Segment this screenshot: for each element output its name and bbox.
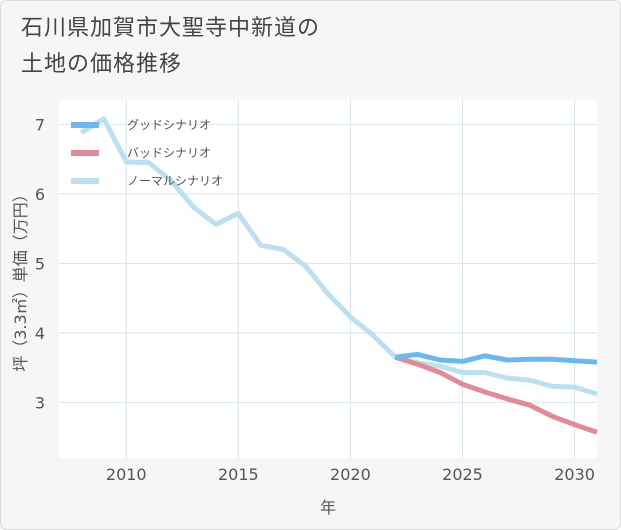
legend-label-2: ノーマルシナリオ <box>127 174 223 188</box>
y-tick-label: 5 <box>35 254 45 273</box>
x-tick-label: 2020 <box>330 465 371 484</box>
y-tick-label: 6 <box>35 185 45 204</box>
legend-label-0: グッドシナリオ <box>127 118 211 132</box>
y-tick-label: 7 <box>35 115 45 134</box>
series-line-0 <box>394 351 598 365</box>
y-axis-title: 坪（3.3㎡）単価（万円） <box>11 186 30 371</box>
y-tick-label: 4 <box>35 324 45 343</box>
series-line-1 <box>394 354 598 435</box>
title-line-1: 石川県加賀市大聖寺中新道の <box>21 16 321 41</box>
x-tick-label: 2015 <box>218 465 259 484</box>
series-line-2 <box>80 116 598 397</box>
title-line-2: 土地の価格推移 <box>21 52 183 77</box>
x-tick-label: 2010 <box>106 465 147 484</box>
x-axis-title: 年 <box>320 498 336 517</box>
x-axis-ticks: 2010 2015 2020 2025 2030 <box>106 465 595 484</box>
y-axis-ticks: 3 4 5 6 7 <box>35 115 45 412</box>
x-tick-label: 2025 <box>442 465 483 484</box>
series-lines <box>80 116 598 435</box>
y-tick-label: 3 <box>35 393 45 412</box>
chart-title: 石川県加賀市大聖寺中新道の 土地の価格推移 <box>21 11 320 83</box>
legend-label-1: バッドシナリオ <box>127 146 211 160</box>
x-tick-label: 2030 <box>554 465 595 484</box>
